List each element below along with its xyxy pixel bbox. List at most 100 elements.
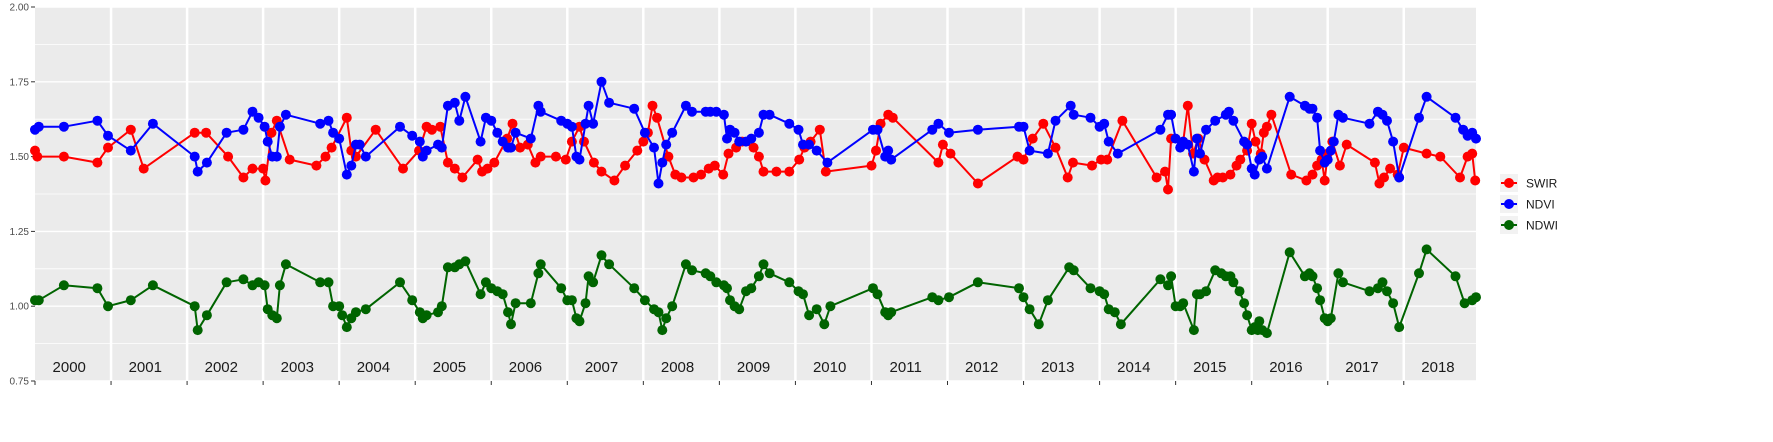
ndvi-point — [1382, 115, 1392, 126]
y-tick-label: 2.00 — [10, 3, 30, 14]
swir-point — [482, 163, 493, 174]
swir-point — [748, 142, 759, 153]
ndvi-point — [822, 157, 833, 168]
ndvi-point — [722, 133, 732, 144]
swir-point — [58, 151, 69, 162]
ndvi-point — [421, 145, 432, 156]
ndvi-point — [1307, 103, 1318, 114]
year-label-2005: 2005 — [433, 359, 466, 376]
ndwi-point — [1459, 298, 1470, 309]
ndvi-point — [262, 136, 273, 147]
ndvi-point — [346, 160, 357, 171]
ndvi-point — [580, 118, 591, 129]
swir-point — [125, 124, 136, 135]
swir-point — [814, 124, 825, 135]
year-label-2006: 2006 — [509, 359, 542, 376]
ndvi-point — [661, 139, 672, 150]
swir-point — [753, 151, 764, 162]
year-label-2001: 2001 — [129, 359, 162, 376]
ndwi-point — [604, 259, 615, 270]
swir-point — [266, 127, 277, 138]
ndwi-point — [533, 268, 544, 279]
ndwi-point — [944, 292, 954, 303]
swir-point — [1319, 175, 1330, 186]
ndvi-point — [1018, 121, 1029, 132]
ndvi-point — [454, 115, 465, 126]
ndwi-point — [661, 313, 672, 324]
ndwi-point — [103, 301, 113, 312]
ndvi-point — [1388, 136, 1399, 147]
swir-point — [945, 148, 956, 159]
ndwi-point — [280, 259, 291, 270]
ndvi-point — [1099, 118, 1110, 129]
swir-point — [1151, 172, 1162, 183]
legend: SWIR NDVI NDWI — [1500, 174, 1558, 234]
ndwi-point — [886, 307, 897, 318]
swir-point — [866, 160, 877, 171]
swir-point — [609, 175, 620, 186]
ndvi-point — [92, 115, 103, 126]
ndwi-point — [1325, 313, 1336, 324]
ndvi-point — [793, 124, 804, 135]
ndvi-point — [33, 121, 44, 132]
ndvi-point — [253, 112, 264, 123]
ndwi-point — [1450, 271, 1461, 282]
ndwi-point — [497, 289, 508, 300]
ndvi-point — [1201, 124, 1212, 135]
ndwi-point — [566, 295, 577, 306]
swir-point — [457, 172, 468, 183]
ndvi-point — [1024, 145, 1035, 156]
ndwi-point — [1115, 319, 1126, 330]
swir-point — [550, 151, 561, 162]
ndwi-point — [1201, 286, 1212, 297]
swir-point — [771, 166, 782, 177]
ndwi-point — [1312, 283, 1323, 294]
ndwi-point — [506, 319, 516, 330]
ndvi-point — [1191, 133, 1202, 144]
swir-point — [696, 169, 707, 180]
swir-point — [260, 175, 271, 186]
year-label-2013: 2013 — [1041, 359, 1074, 376]
swir-point — [1068, 157, 1078, 168]
ndwi-point — [58, 280, 69, 291]
ndvi-point — [1042, 148, 1053, 159]
swir-point — [32, 151, 43, 162]
legend-key-point — [1504, 220, 1514, 230]
ndwi-point — [1315, 295, 1326, 306]
swir-point — [284, 154, 295, 165]
ndvi-point — [125, 145, 136, 156]
y-axis: 0.75 1.00 1.25 1.50 1.75 2.00 — [10, 3, 35, 388]
ndvi-point — [189, 151, 200, 162]
legend-item-ndwi: NDWI — [1500, 216, 1558, 234]
swir-point — [676, 172, 687, 183]
ndvi-point — [811, 145, 822, 156]
swir-point — [1435, 151, 1446, 162]
swir-point — [1334, 160, 1345, 171]
ndwi-point — [1228, 277, 1239, 288]
ndwi-point — [274, 280, 285, 291]
ndwi-point — [315, 277, 326, 288]
swir-point — [398, 163, 408, 174]
ndvi-point — [274, 121, 285, 132]
ndwi-point — [680, 259, 691, 270]
swir-point — [1087, 160, 1097, 171]
ndwi-point — [1014, 283, 1024, 294]
year-label-2004: 2004 — [357, 359, 390, 376]
ndvi-point — [1414, 112, 1424, 123]
ndwi-point — [872, 289, 883, 300]
ndwi-point — [804, 310, 815, 321]
ndvi-point — [1223, 106, 1234, 117]
ndvi-point — [1328, 136, 1339, 147]
ndwi-point — [1394, 322, 1405, 333]
y-tick-label: 0.75 — [10, 377, 30, 388]
swir-point — [596, 166, 607, 177]
swir-point — [435, 121, 446, 132]
swir-point — [688, 172, 699, 183]
swir-point — [92, 157, 103, 168]
swir-point — [871, 145, 881, 156]
swir-point — [489, 157, 500, 168]
swir-point — [1341, 139, 1352, 150]
ndwi-point — [189, 301, 200, 312]
ndvi-point — [506, 142, 516, 153]
ndwi-point — [667, 301, 678, 312]
